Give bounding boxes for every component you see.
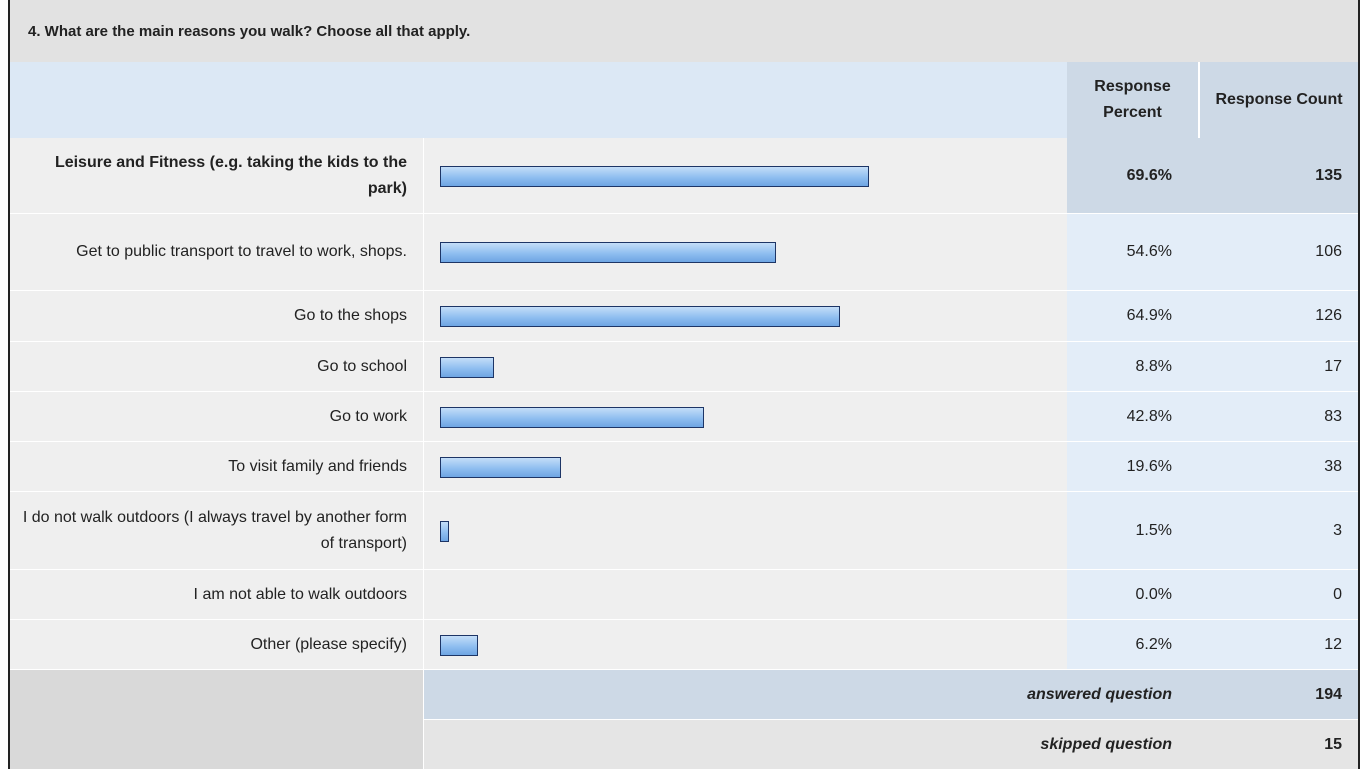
response-percent: 8.8% [1067,342,1200,391]
bar [440,634,479,656]
row-label: Go to work [10,392,423,441]
row-label: Go to school [10,342,423,391]
response-count: 106 [1200,214,1358,290]
response-percent: 6.2% [1067,620,1200,669]
response-count: 12 [1200,620,1358,669]
bar-cell [424,570,1067,619]
response-percent: 54.6% [1067,214,1200,290]
response-percent: 69.6% [1067,138,1200,213]
footer-left [10,670,423,769]
bar [440,356,495,378]
response-count: 38 [1200,442,1358,491]
bar [440,242,777,263]
row-label: Leisure and Fitness (e.g. taking the kid… [10,138,423,213]
title: 4. What are the main reasons you walk? C… [10,0,1358,62]
row-label: To visit family and friends [10,442,423,491]
column-header: Response Count [1200,62,1358,138]
bar [440,456,561,478]
bar [440,406,704,428]
bar [440,306,840,327]
response-percent: 1.5% [1067,492,1200,569]
footer-value: 194 [1200,670,1358,719]
response-count: 3 [1200,492,1358,569]
row-label: Go to the shops [10,291,423,341]
response-count: 135 [1200,138,1358,213]
bar [440,520,450,542]
bar [440,165,869,187]
row-label: I am not able to walk outdoors [10,570,423,619]
response-count: 83 [1200,392,1358,441]
row-label: Get to public transport to travel to wor… [10,214,423,290]
footer-label: skipped question [424,720,1200,769]
header-bg [10,62,1067,138]
bar-cell [424,492,1067,569]
footer-label: answered question [424,670,1200,719]
response-percent: 0.0% [1067,570,1200,619]
footer-value: 15 [1200,720,1358,769]
response-percent: 19.6% [1067,442,1200,491]
bar-cell [424,342,1067,391]
column-header: Response Percent [1067,62,1198,138]
response-count: 0 [1200,570,1358,619]
response-count: 126 [1200,291,1358,341]
bar-cell [424,620,1067,669]
response-percent: 42.8% [1067,392,1200,441]
row-label: I do not walk outdoors (I always travel … [10,492,423,569]
response-count: 17 [1200,342,1358,391]
response-percent: 64.9% [1067,291,1200,341]
row-label: Other (please specify) [10,620,423,669]
frame [8,0,1360,769]
